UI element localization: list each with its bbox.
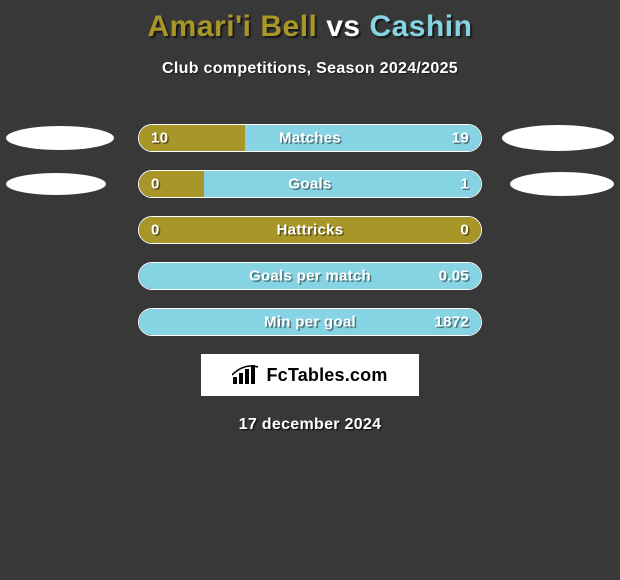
right-ellipse-icon — [510, 172, 614, 196]
right-ellipse-icon — [502, 125, 614, 151]
footer-date: 17 december 2024 — [0, 416, 620, 434]
stat-row: 0 Goals 1 — [0, 170, 620, 198]
stat-label: Goals — [288, 176, 331, 193]
left-value: 10 — [151, 130, 168, 147]
stat-label: Min per goal — [264, 314, 356, 331]
vs-label: vs — [326, 10, 360, 43]
stat-bar: Goals per match 0.05 — [138, 262, 482, 290]
stats-rows: 10Matches190Goals10Hattricks0Goals per m… — [0, 124, 620, 336]
right-slot — [482, 172, 614, 196]
stat-bar: 0 Hattricks 0 — [138, 216, 482, 244]
left-value: 0 — [151, 176, 160, 193]
bar-right-fill — [204, 171, 481, 197]
left-value: 0 — [151, 222, 160, 239]
stat-row: Min per goal 1872 — [0, 308, 620, 336]
left-ellipse-icon — [6, 173, 106, 195]
attribution-badge: FcTables.com — [201, 354, 419, 396]
stat-bar: 10 Matches 19 — [138, 124, 482, 152]
stat-bar: Min per goal 1872 — [138, 308, 482, 336]
right-value: 0 — [460, 222, 469, 239]
stat-row: 0 Hattricks 0 — [0, 216, 620, 244]
player-b-name: Cashin — [369, 10, 472, 43]
stat-bar: 0 Goals 1 — [138, 170, 482, 198]
stat-label: Matches — [279, 130, 341, 147]
stat-label: Goals per match — [249, 268, 371, 285]
right-value: 0.05 — [439, 268, 469, 285]
stat-row: Goals per match 0.05 — [0, 262, 620, 290]
left-ellipse-icon — [6, 126, 114, 150]
right-value: 1872 — [434, 314, 469, 331]
bar-left-fill — [139, 171, 204, 197]
player-a-name: Amari'i Bell — [148, 10, 318, 43]
stat-label: Hattricks — [277, 222, 344, 239]
stat-row: 10 Matches 19 — [0, 124, 620, 152]
attribution-text: FcTables.com — [266, 365, 387, 386]
right-value: 1 — [460, 176, 469, 193]
subtitle: Club competitions, Season 2024/2025 — [0, 60, 620, 78]
comparison-title: Amari'i Bell vs Cashin — [0, 0, 620, 44]
right-slot — [482, 125, 614, 151]
left-slot — [6, 173, 138, 195]
chart-bars-icon — [232, 365, 260, 385]
left-slot — [6, 126, 138, 150]
right-value: 19 — [452, 130, 469, 147]
